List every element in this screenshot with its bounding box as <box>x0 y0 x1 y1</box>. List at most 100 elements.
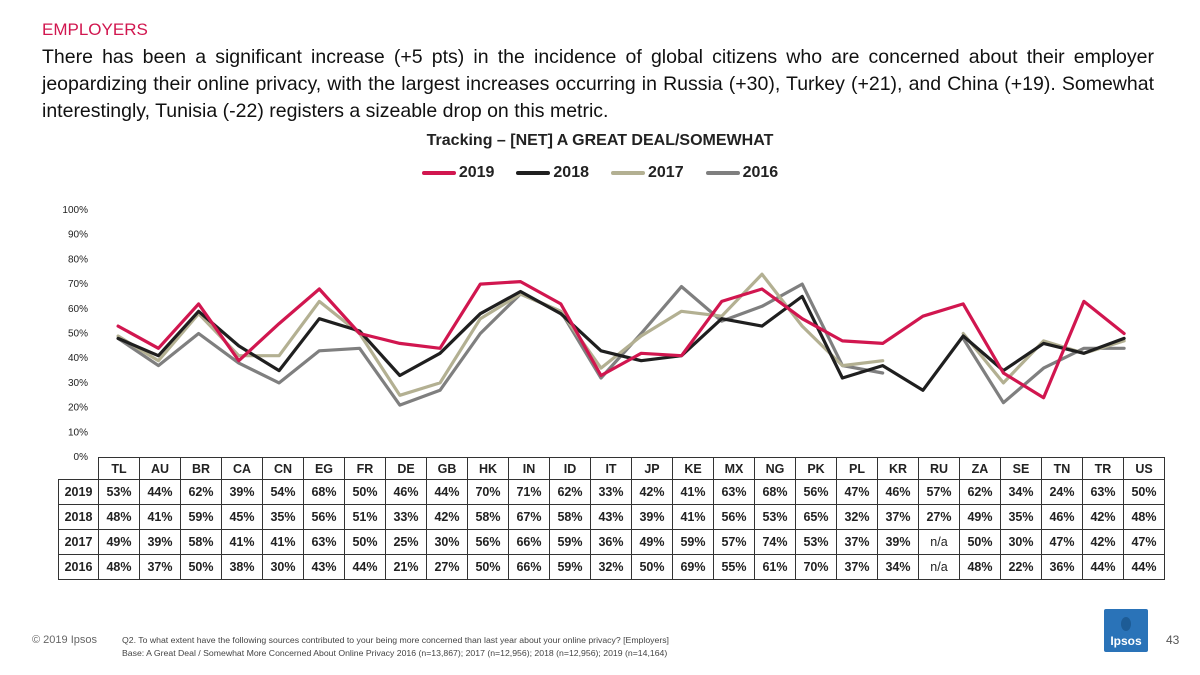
y-tick-label: 20% <box>68 403 88 414</box>
logo-figure-icon <box>1121 617 1131 631</box>
table-cell: 48% <box>959 554 1001 580</box>
y-tick-label: 30% <box>68 378 88 389</box>
table-cell: 66% <box>508 529 550 555</box>
table-cell: 50% <box>1123 479 1165 505</box>
table-cell: 58% <box>467 504 509 530</box>
column-header: PK <box>795 457 837 480</box>
table-cell: 53% <box>795 529 837 555</box>
row-label: 2018 <box>58 504 99 530</box>
table-cell: 36% <box>590 529 632 555</box>
footnote: Q2. To what extent have the following so… <box>122 634 669 660</box>
table-cell: 27% <box>918 504 960 530</box>
column-header: CN <box>262 457 304 480</box>
table-cell: 43% <box>590 504 632 530</box>
column-header: KR <box>877 457 919 480</box>
logo-text: Ipsos <box>1110 634 1142 648</box>
table-cell: 30% <box>1000 529 1042 555</box>
question-note: Q2. To what extent have the following so… <box>122 635 669 645</box>
table-cell: 59% <box>549 529 591 555</box>
table-cell: 70% <box>467 479 509 505</box>
table-cell: 34% <box>877 554 919 580</box>
table-row: 2019 53% 44% 62% 39% 54% 68% 50% 46% 44% 70% 71% 62%… <box>58 479 1165 505</box>
legend-swatch <box>516 171 551 175</box>
table-cell: 63% <box>713 479 755 505</box>
column-header: DE <box>385 457 427 480</box>
table-cell: 50% <box>344 529 386 555</box>
table-cell: 48% <box>98 554 140 580</box>
column-header: HK <box>467 457 509 480</box>
page-number: 43 <box>1166 633 1180 647</box>
column-header: GB <box>426 457 468 480</box>
table-row: 2016 48% 37% 50% 38% 30% 43% 44% 21% 27% 50% 66% 59%… <box>58 554 1165 580</box>
table-cell: 53% <box>754 504 796 530</box>
table-cell: 42% <box>1082 529 1124 555</box>
table-cell: 68% <box>754 479 796 505</box>
table-cell: 53% <box>98 479 140 505</box>
series-line-2018 <box>116 289 1126 392</box>
chart-legend: 2019 2018 2017 2016 <box>0 164 1200 182</box>
column-header: TL <box>98 457 140 480</box>
table-corner <box>58 457 99 480</box>
table-cell: 27% <box>426 554 468 580</box>
table-cell: 30% <box>262 554 304 580</box>
table-cell: n/a <box>918 529 960 555</box>
column-header: IN <box>508 457 550 480</box>
legend-item-2018: 2018 <box>516 164 589 182</box>
legend-swatch <box>611 171 645 175</box>
legend-label: 2016 <box>742 164 779 181</box>
table-cell: 59% <box>180 504 222 530</box>
table-cell: 62% <box>549 479 591 505</box>
table-cell: 44% <box>139 479 181 505</box>
y-tick-label: 60% <box>68 304 88 315</box>
y-tick-label: 100% <box>62 205 88 216</box>
table-cell: 35% <box>262 504 304 530</box>
table-cell: 36% <box>1041 554 1083 580</box>
legend-label: 2018 <box>553 164 589 181</box>
y-tick-label: 10% <box>68 427 88 438</box>
y-tick-label: 80% <box>68 254 88 265</box>
table-cell: 41% <box>262 529 304 555</box>
legend-item-2019: 2019 <box>421 164 494 182</box>
table-cell: 25% <box>385 529 427 555</box>
data-table: TL AU BR CA CN EG FR DE GB HK IN ID IT JP KE MX NG PK PL KR… <box>58 457 1165 580</box>
table-cell: 33% <box>385 504 427 530</box>
table-cell: 39% <box>221 479 263 505</box>
table-cell: 49% <box>98 529 140 555</box>
column-header: TN <box>1041 457 1083 480</box>
table-cell: 39% <box>877 529 919 555</box>
table-cell: 33% <box>590 479 632 505</box>
y-tick-label: 50% <box>68 329 88 340</box>
table-cell: 57% <box>918 479 960 505</box>
table-cell: 37% <box>836 554 878 580</box>
table-cell: 41% <box>221 529 263 555</box>
table-cell: 48% <box>98 504 140 530</box>
column-header: KE <box>672 457 714 480</box>
base-note: Base: A Great Deal / Somewhat More Conce… <box>122 648 668 658</box>
column-header: RU <box>918 457 960 480</box>
table-cell: 39% <box>139 529 181 555</box>
table-cell: 35% <box>1000 504 1042 530</box>
table-cell: 34% <box>1000 479 1042 505</box>
column-header: US <box>1123 457 1165 480</box>
series-line-2016 <box>116 282 885 407</box>
table-cell: 54% <box>262 479 304 505</box>
table-cell: 74% <box>754 529 796 555</box>
column-header: ID <box>549 457 591 480</box>
table-cell: 49% <box>631 529 673 555</box>
table-cell: 32% <box>836 504 878 530</box>
table-cell: 50% <box>959 529 1001 555</box>
table-cell: 59% <box>549 554 591 580</box>
table-cell: 47% <box>1041 529 1083 555</box>
table-cell: 50% <box>180 554 222 580</box>
table-cell: 24% <box>1041 479 1083 505</box>
table-cell: 67% <box>508 504 550 530</box>
table-cell: 50% <box>631 554 673 580</box>
legend-label: 2017 <box>648 164 684 181</box>
table-cell: 44% <box>344 554 386 580</box>
table-cell: 65% <box>795 504 837 530</box>
column-header: EG <box>303 457 345 480</box>
table-cell: 37% <box>836 529 878 555</box>
table-cell: 41% <box>672 504 714 530</box>
table-cell: 22% <box>1000 554 1042 580</box>
row-label: 2016 <box>58 554 99 580</box>
